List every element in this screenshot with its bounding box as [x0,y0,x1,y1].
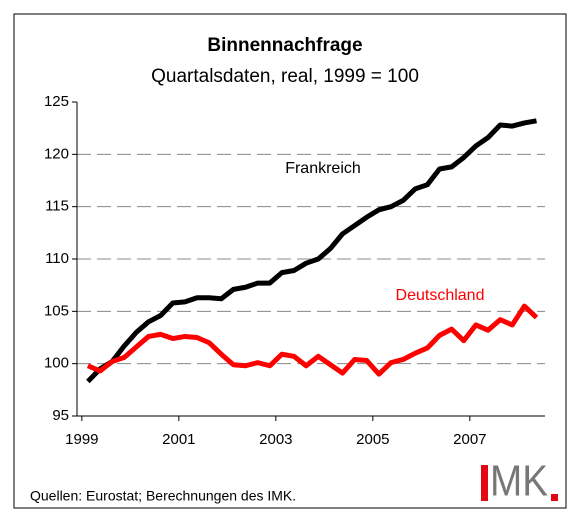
y-tick-label: 115 [45,198,69,215]
y-tick-label: 100 [44,355,69,372]
x-tick-label: 1999 [65,431,98,448]
line-series [86,303,539,377]
y-tick-label: 105 [44,302,69,319]
series-label: Frankreich [285,160,361,177]
line-series [86,118,537,384]
source: Quellen: Eurostat; Berechnungen des IMK. [30,488,296,504]
x-tick-label: 2003 [259,431,292,448]
chart-title: Binnennachfrage [207,35,362,56]
frame [13,13,567,509]
chart-subtitle: Quartalsdaten, real, 1999 = 100 [151,66,419,87]
series-label: Deutschland [396,287,485,304]
logo: MK [490,457,548,506]
logo-bar [481,465,488,501]
y-tick-label: 125 [44,93,69,110]
x-tick-label: 2005 [356,431,389,448]
y-tick-label: 95 [52,407,69,424]
logo-dot [551,494,558,501]
y-tick-label: 120 [44,145,69,162]
y-tick-label: 110 [45,250,69,267]
x-tick-label: 2001 [162,431,195,448]
x-tick-label: 2007 [453,431,486,448]
